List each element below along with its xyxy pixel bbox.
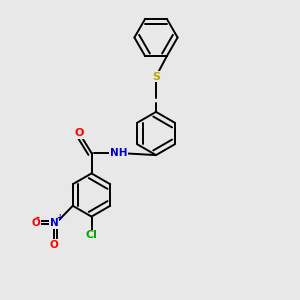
Text: O: O xyxy=(50,239,58,250)
Text: O: O xyxy=(32,218,40,229)
Text: O: O xyxy=(75,128,84,139)
Text: +: + xyxy=(56,213,62,222)
Text: -: - xyxy=(35,212,40,223)
Text: N: N xyxy=(50,218,58,229)
Text: S: S xyxy=(152,71,160,82)
Text: Cl: Cl xyxy=(85,230,98,241)
Text: NH: NH xyxy=(110,148,127,158)
